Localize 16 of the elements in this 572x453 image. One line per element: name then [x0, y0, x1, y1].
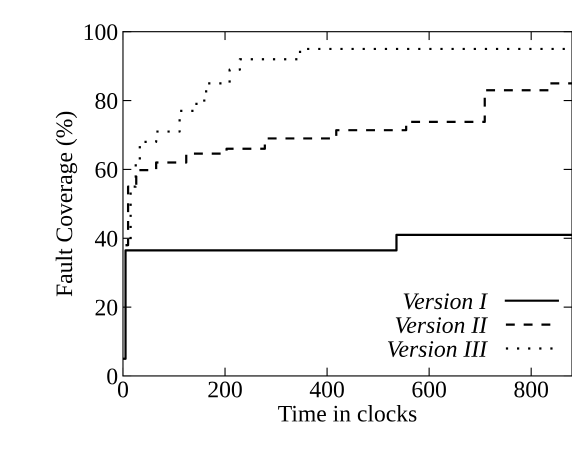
legend-label: Version I: [404, 293, 488, 310]
x-tick-label: 0: [118, 382, 128, 398]
y-tick-label: 80: [95, 93, 118, 109]
y-tick-label: 100: [84, 24, 118, 40]
x-tick-label: 200: [208, 382, 242, 398]
x-axis-title: Time in clocks: [278, 405, 416, 422]
y-tick-label: 60: [96, 162, 118, 178]
legend-label: Version II: [396, 317, 488, 334]
y-tick-label: 0: [107, 368, 118, 384]
y-tick-label: 40: [94, 230, 118, 247]
y-tick-label: 20: [96, 300, 118, 316]
x-tick-label: 400: [310, 382, 344, 398]
legend-label: Version III: [388, 341, 488, 358]
y-axis-title: Fault Coverage (%): [56, 112, 78, 296]
x-tick-label: 600: [412, 382, 446, 398]
x-tick-label: 800: [514, 382, 548, 398]
